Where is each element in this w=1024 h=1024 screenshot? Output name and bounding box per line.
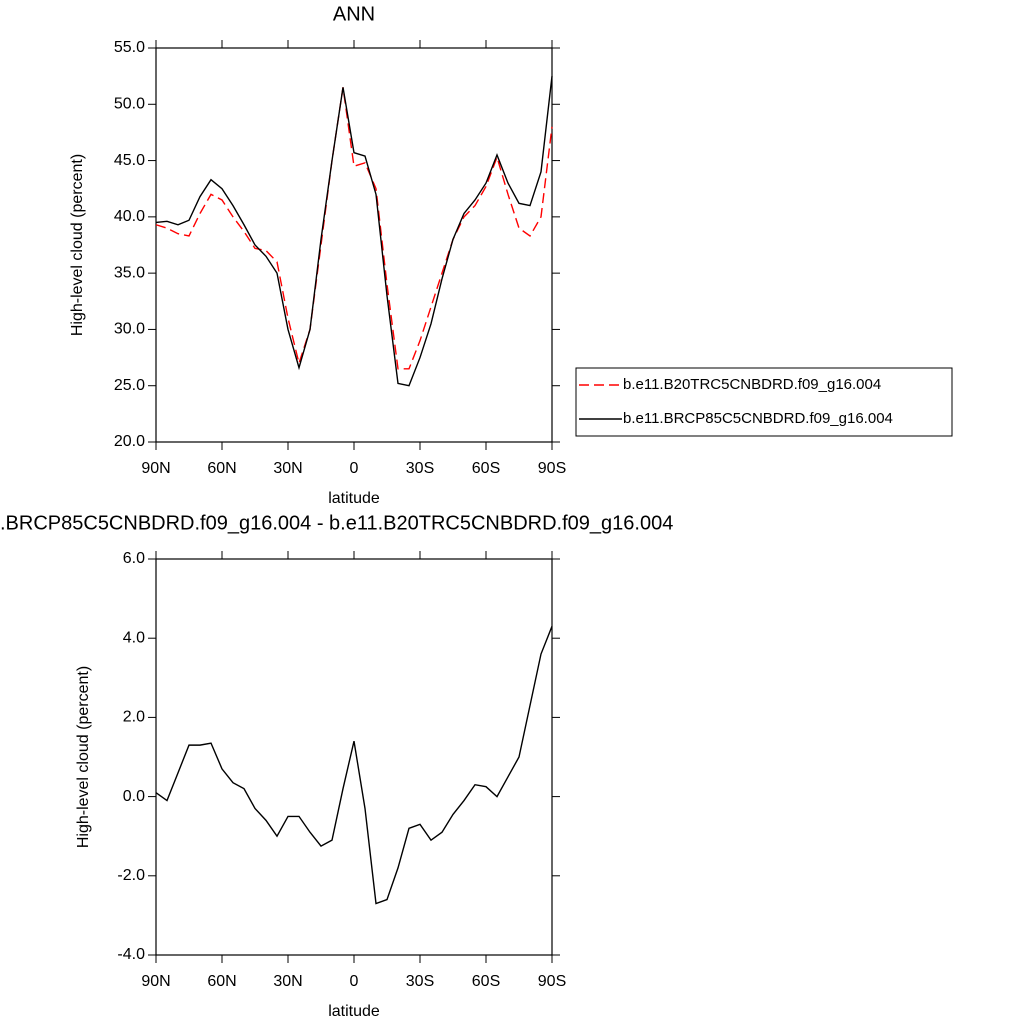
x-tick-label: 60N <box>207 973 236 990</box>
y-axis-label: High-level cloud (percent) <box>69 154 86 336</box>
x-axis-label: latitude <box>328 1003 380 1020</box>
x-tick-label: 30S <box>406 973 434 990</box>
y-tick-label: 0.0 <box>123 788 145 805</box>
legend-label: b.e11.BRCP85C5CNBDRD.f09_g16.004 <box>623 410 893 427</box>
data-line <box>155 626 553 905</box>
x-tick-label: 60S <box>472 973 500 990</box>
y-tick-label: 40.0 <box>114 208 145 225</box>
y-tick-label: 6.0 <box>123 550 145 567</box>
y-tick-label: 2.0 <box>123 709 145 726</box>
x-tick-label: 90N <box>141 973 170 990</box>
x-tick-label: 60S <box>472 460 500 477</box>
x-tick-label: 90N <box>141 460 170 477</box>
chart-title: ANN <box>333 3 375 25</box>
y-tick-label: 25.0 <box>114 377 145 394</box>
y-tick-label: -2.0 <box>117 867 145 884</box>
y-tick-label: 35.0 <box>114 264 145 281</box>
legend-label: b.e11.B20TRC5CNBDRD.f09_g16.004 <box>623 376 881 393</box>
data-line <box>155 76 553 387</box>
y-tick-label: 30.0 <box>114 321 145 338</box>
x-tick-label: 30N <box>273 460 302 477</box>
x-axis-label: latitude <box>328 490 380 507</box>
x-tick-label: 0 <box>350 460 359 477</box>
y-tick-label: 50.0 <box>114 96 145 113</box>
x-tick-label: 60N <box>207 460 236 477</box>
y-tick-label: 55.0 <box>114 39 145 56</box>
plot-frame <box>155 47 553 443</box>
y-tick-label: 45.0 <box>114 152 145 169</box>
x-tick-label: 30S <box>406 460 434 477</box>
x-tick-label: 90S <box>538 973 566 990</box>
chart-title: .BRCP85C5CNBDRD.f09_g16.004 - b.e11.B20T… <box>0 512 673 534</box>
y-axis-label: High-level cloud (percent) <box>75 666 92 848</box>
y-tick-label: 4.0 <box>123 629 145 646</box>
legend-box <box>575 367 953 437</box>
data-line <box>155 87 553 370</box>
plot-frame <box>155 558 553 956</box>
x-tick-label: 0 <box>350 973 359 990</box>
x-tick-label: 90S <box>538 460 566 477</box>
x-tick-label: 30N <box>273 973 302 990</box>
y-tick-label: 20.0 <box>114 433 145 450</box>
y-tick-label: -4.0 <box>117 946 145 963</box>
